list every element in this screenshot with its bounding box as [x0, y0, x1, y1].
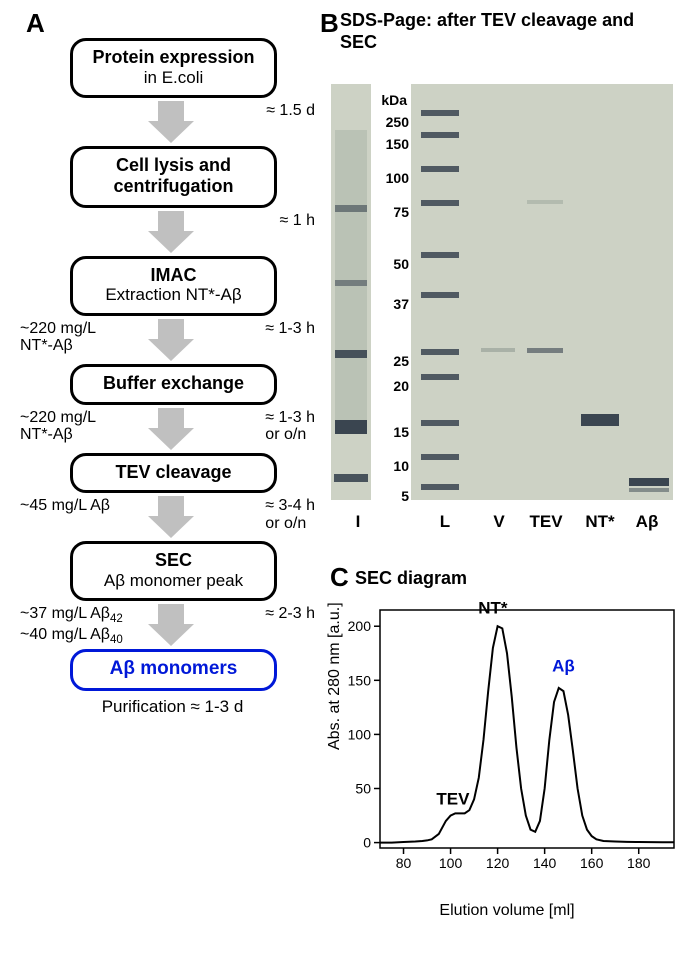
svg-text:100: 100: [439, 855, 463, 871]
flow-step-5: SECAβ monomer peak: [70, 541, 277, 601]
panel-b-gel: kDa 250 150 100 75 50 37 25 20 15 10 5 I LVTEV NT*Aβ: [325, 70, 675, 530]
flow-final: Aβ monomers: [70, 649, 277, 691]
flow-step-sub: Aβ monomer peak: [81, 571, 266, 591]
flow-right-note: ≈ 3-4 hor o/n: [265, 497, 315, 532]
flow-step-1: Cell lysis and centrifugation: [70, 146, 277, 207]
kda-mark: 100: [386, 170, 409, 186]
flow-arrow-5: ≈ 2-3 h ~37 mg/L Aβ42~40 mg/L Aβ40: [20, 601, 315, 649]
svg-text:Aβ: Aβ: [552, 657, 575, 676]
flow-step-title: Cell lysis and centrifugation: [81, 155, 266, 196]
flow-left-note: ~220 mg/LNT*-Aβ: [20, 409, 96, 444]
flow-step-title: TEV cleavage: [81, 462, 266, 483]
flow-right-note: ≈ 1.5 d: [266, 102, 315, 120]
kda-mark: 10: [393, 458, 409, 474]
panel-c-plot: 80100120140160180050100150200TEVNT*Aβ Ab…: [332, 600, 682, 920]
panel-a-flowchart: Protein expressionin E.coli≈ 1.5 dCell l…: [20, 38, 315, 717]
flow-bottom-caption: Purification ≈ 1-3 d: [70, 697, 275, 717]
svg-text:120: 120: [486, 855, 510, 871]
arrow-icon: [158, 604, 184, 646]
flow-left-note: ~37 mg/L Aβ42~40 mg/L Aβ40: [20, 605, 123, 647]
svg-text:150: 150: [348, 672, 372, 688]
panel-label-b: B: [320, 8, 339, 39]
flow-right-note: ≈ 1-3 h: [265, 320, 315, 338]
kda-mark: 20: [393, 378, 409, 394]
kda-mark: 150: [386, 136, 409, 152]
panel-label-a: A: [26, 8, 45, 39]
arrow-icon: [158, 496, 184, 538]
kda-mark: 25: [393, 353, 409, 369]
gel-svg: [325, 70, 675, 510]
flow-step-4: TEV cleavage: [70, 453, 277, 494]
arrow-icon: [158, 101, 184, 143]
kda-mark: 15: [393, 424, 409, 440]
arrow-icon: [158, 319, 184, 361]
svg-text:50: 50: [355, 781, 371, 797]
flow-step-3: Buffer exchange: [70, 364, 277, 405]
kda-mark: 75: [393, 204, 409, 220]
flow-arrow-4: ≈ 3-4 hor o/n ~45 mg/L Aβ: [20, 493, 315, 541]
sec-ylabel: Abs. at 280 nm [a.u.]: [326, 602, 344, 750]
arrow-icon: [158, 408, 184, 450]
flow-step-sub: in E.coli: [81, 68, 266, 88]
kda-mark: 5: [401, 488, 409, 504]
svg-text:0: 0: [363, 835, 371, 851]
flow-step-title: SEC: [81, 550, 266, 571]
kda-header: kDa: [381, 92, 407, 108]
lane-label: L: [425, 512, 465, 532]
arrow-icon: [158, 211, 184, 253]
svg-text:TEV: TEV: [436, 790, 470, 809]
sec-xlabel: Elution volume [ml]: [332, 902, 682, 920]
svg-text:200: 200: [348, 618, 372, 634]
panel-b-title: SDS-Page: after TEV cleavage and SEC: [340, 10, 675, 53]
flow-arrow-0: ≈ 1.5 d: [20, 98, 315, 146]
svg-text:180: 180: [627, 855, 651, 871]
lane-label: TEV: [521, 512, 571, 532]
panel-c-title: SEC diagram: [355, 568, 467, 589]
flow-arrow-1: ≈ 1 h: [20, 208, 315, 256]
kda-mark: 50: [393, 256, 409, 272]
flow-step-title: Protein expression: [81, 47, 266, 68]
flow-step-0: Protein expressionin E.coli: [70, 38, 277, 98]
flow-step-sub: Extraction NT*-Aβ: [81, 285, 266, 305]
flow-step-2: IMACExtraction NT*-Aβ: [70, 256, 277, 316]
flow-left-note: ~220 mg/LNT*-Aβ: [20, 320, 96, 355]
panel-label-c: C: [330, 562, 349, 593]
svg-text:100: 100: [348, 726, 372, 742]
flow-right-note: ≈ 1-3 hor o/n: [265, 409, 315, 444]
kda-mark: 250: [386, 114, 409, 130]
flow-step-title: Buffer exchange: [81, 373, 266, 394]
svg-text:160: 160: [580, 855, 604, 871]
lane-label: V: [479, 512, 519, 532]
flow-left-note: ~45 mg/L Aβ: [20, 497, 110, 515]
kda-mark: 37: [393, 296, 409, 312]
flow-right-note: ≈ 1 h: [280, 212, 315, 230]
flow-arrow-3: ≈ 1-3 hor o/n ~220 mg/LNT*-Aβ: [20, 405, 315, 453]
flow-right-note: ≈ 2-3 h: [265, 605, 315, 623]
svg-text:NT*: NT*: [478, 600, 508, 617]
svg-text:140: 140: [533, 855, 557, 871]
sec-svg: 80 100 120 140 160 180 0 50 100 150 200 TEV NT* Aβ: [332, 600, 682, 890]
flow-arrow-2: ≈ 1-3 h ~220 mg/LNT*-Aβ: [20, 316, 315, 364]
lane-label: Aβ: [627, 512, 667, 532]
flow-step-title: IMAC: [81, 265, 266, 286]
lane-label: NT*: [577, 512, 623, 532]
lane-label: I: [341, 512, 375, 532]
svg-text:80: 80: [396, 855, 412, 871]
figure: A B C Protein expressionin E.coli≈ 1.5 d…: [10, 10, 675, 955]
